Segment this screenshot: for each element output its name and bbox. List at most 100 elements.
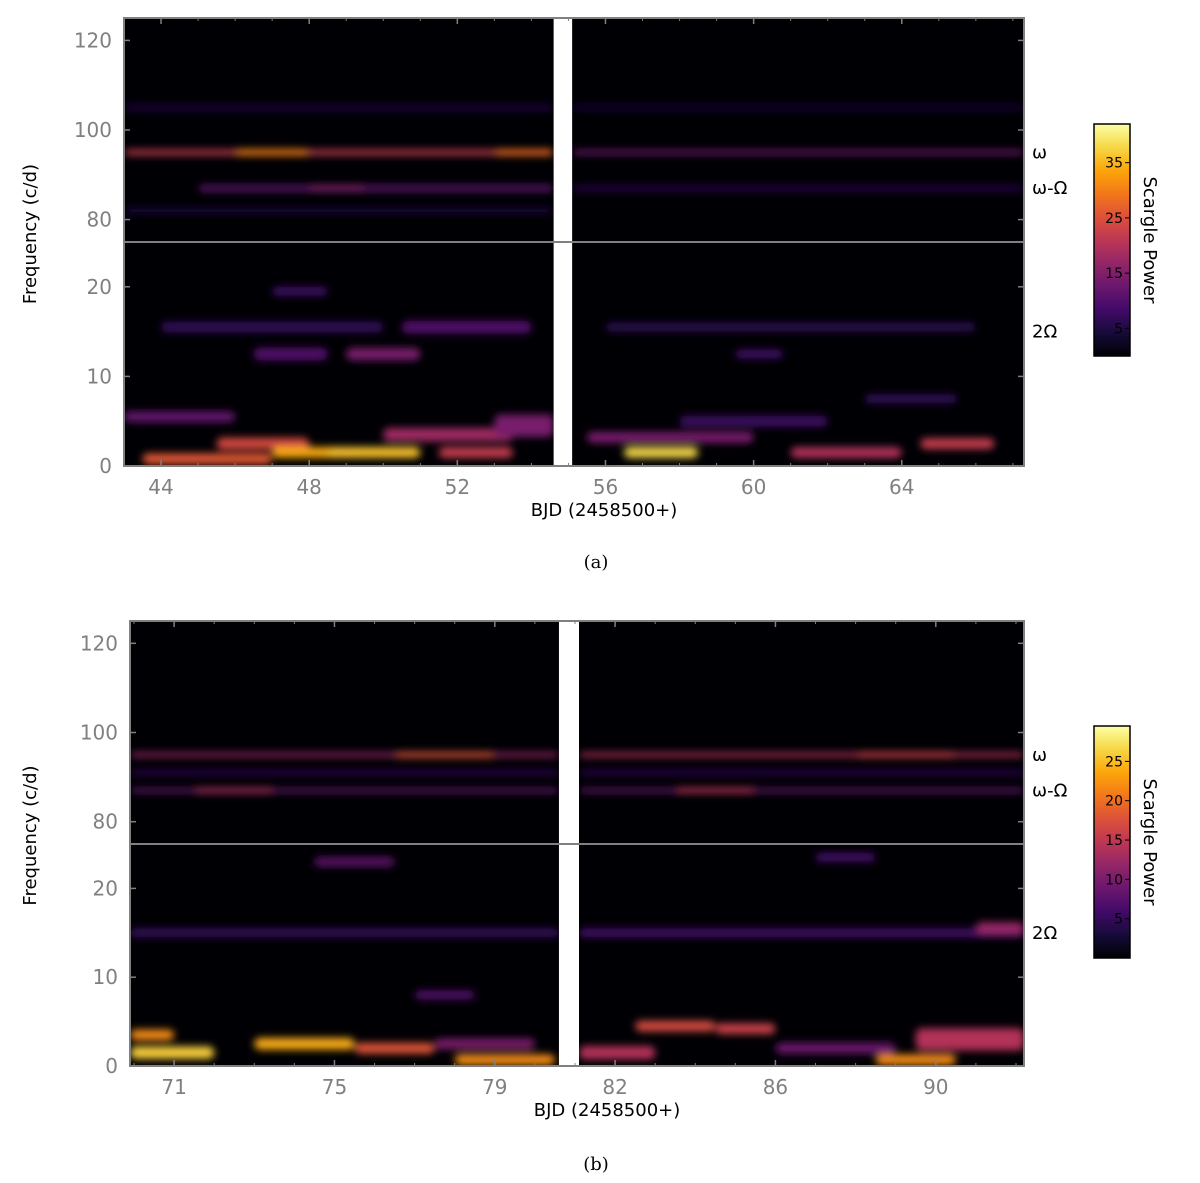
heatmap-cell <box>161 321 384 333</box>
x-tick-label: 64 <box>889 475 914 499</box>
panel-caption: (b) <box>583 1154 609 1175</box>
x-tick-label: 86 <box>763 1075 788 1099</box>
heatmap-cell <box>605 322 976 332</box>
heatmap-cell <box>124 105 554 110</box>
heatmap-cell <box>775 1042 896 1054</box>
x-tick-label: 79 <box>482 1075 507 1099</box>
heatmap-cell <box>579 928 1024 938</box>
heatmap-cell <box>579 1046 656 1060</box>
y-tick-label: 100 <box>74 118 112 142</box>
y-tick-label: 80 <box>93 810 118 834</box>
heatmap-cell <box>579 770 1024 775</box>
heatmap-cell <box>675 787 756 794</box>
panel-caption: (a) <box>584 552 609 573</box>
heatmap-cell <box>679 415 828 427</box>
heatmap-cell <box>572 150 1024 155</box>
colorbar-tick-label: 35 <box>1105 156 1123 172</box>
frequency-annotation: ω <box>1032 745 1047 766</box>
colorbar-tick-label: 15 <box>1105 833 1123 849</box>
heatmap-cell <box>624 447 699 458</box>
heatmap-cell <box>815 852 876 862</box>
heatmap-cell <box>124 149 554 156</box>
heatmap-features <box>130 752 1024 1066</box>
heatmap-cell <box>383 427 513 442</box>
y-tick-label: 10 <box>93 965 118 989</box>
x-axis-label: BJD (2458500+) <box>534 1100 681 1121</box>
colorbar-tick-label: 5 <box>1114 912 1123 928</box>
heatmap-cell <box>124 207 554 214</box>
heatmap-cell <box>975 922 1024 935</box>
y-tick-label: 10 <box>87 364 112 388</box>
heatmap-cell <box>253 347 328 361</box>
heatmap-cell <box>494 149 554 156</box>
frequency-annotation: ω-Ω <box>1032 178 1068 199</box>
heatmap-cell <box>401 320 532 334</box>
y-tick-label: 80 <box>87 208 112 232</box>
x-tick-label: 75 <box>322 1075 347 1099</box>
heatmap-cell <box>864 394 958 404</box>
x-axis-label: BJD (2458500+) <box>531 500 678 521</box>
heatmap-cell <box>254 1038 355 1050</box>
heatmap-cell <box>235 149 310 156</box>
heatmap-cell <box>130 928 559 938</box>
heatmap-cell <box>915 1028 1024 1051</box>
x-tick-label: 52 <box>445 475 470 499</box>
frequency-annotation: 2Ω <box>1032 322 1057 343</box>
heatmap-cell <box>572 105 1024 110</box>
y-tick-label: 120 <box>74 28 112 52</box>
panel-b: 71 75 79 82 86 90 80 100 120 0 10 20 BJD (2458500+) F… <box>20 620 1160 1175</box>
heatmap-cell <box>124 411 236 423</box>
heatmap-cell <box>875 1054 956 1066</box>
heatmap-cell <box>715 1023 776 1035</box>
heatmap-features <box>124 105 1024 465</box>
heatmap-cell <box>130 770 559 775</box>
colorbar-tick-label: 25 <box>1105 754 1123 770</box>
colorbar-tick-label: 5 <box>1114 321 1123 337</box>
heatmap-cell <box>635 1020 716 1032</box>
heatmap-cell <box>346 347 421 361</box>
x-tick-label: 71 <box>161 1075 186 1099</box>
heatmap-cell <box>414 990 475 1000</box>
heatmap-cell <box>572 186 1024 191</box>
colorbar-tick-label: 25 <box>1105 211 1123 227</box>
y-axis-label: Frequency (c/d) <box>20 164 41 304</box>
heatmap-cell <box>438 447 513 458</box>
heatmap-cell <box>454 1054 555 1066</box>
heatmap-cell <box>790 447 902 458</box>
x-tick-label: 44 <box>148 475 173 499</box>
colorbar-tick-label: 15 <box>1105 266 1123 282</box>
heatmap-cell <box>327 447 421 458</box>
y-tick-label: 20 <box>93 876 118 900</box>
heatmap-cell <box>272 286 328 296</box>
heatmap-cell <box>309 185 365 192</box>
heatmap-cell <box>194 787 275 794</box>
heatmap-cell <box>579 788 1024 793</box>
heatmap-cell <box>216 437 310 450</box>
panel-a: 44 48 52 56 60 64 80 100 120 0 10 20 BJD (2458500+) F… <box>20 17 1160 573</box>
frequency-annotation: ω-Ω <box>1032 780 1068 801</box>
heatmap-cell <box>130 1046 215 1059</box>
heatmap-cell <box>314 857 395 867</box>
heatmap-cell <box>142 453 273 465</box>
y-tick-label: 120 <box>80 631 118 655</box>
heatmap-cell <box>920 438 995 449</box>
colorbar-label: Scargle Power <box>1139 176 1160 304</box>
heatmap-cell <box>354 1042 435 1054</box>
colorbar <box>1093 123 1131 357</box>
colorbar-label: Scargle Power <box>1139 778 1160 906</box>
y-tick-label: 100 <box>80 721 118 745</box>
heatmap-cell <box>130 1029 175 1041</box>
frequency-annotation: 2Ω <box>1032 923 1057 944</box>
x-tick-label: 56 <box>593 475 618 499</box>
x-tick-label: 82 <box>602 1075 627 1099</box>
y-tick-label: 0 <box>105 1054 118 1078</box>
heatmap-cell <box>579 752 1024 758</box>
y-axis-label: Frequency (c/d) <box>20 765 41 905</box>
x-tick-label: 90 <box>923 1075 948 1099</box>
colorbar-tick-label: 10 <box>1105 872 1123 888</box>
heatmap-cell <box>198 185 554 192</box>
heatmap-cell <box>586 431 754 443</box>
colorbar-tick-label: 20 <box>1105 794 1123 810</box>
heatmap-cell <box>855 752 956 758</box>
